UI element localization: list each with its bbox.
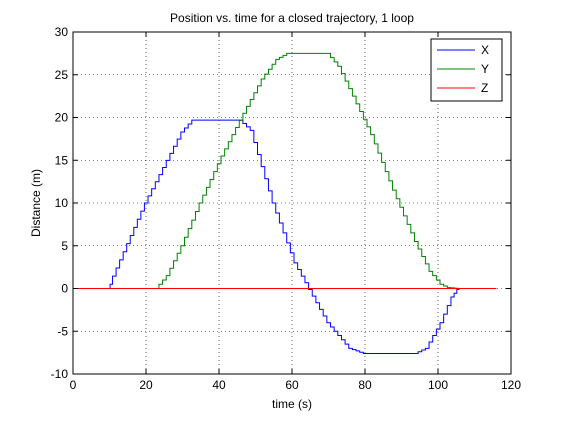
series-line-x [73, 119, 497, 354]
x-tick-label: 0 [70, 378, 77, 392]
legend-label-z: Z [481, 81, 488, 95]
axis-ticks: 0 20 40 60 80 100 120 -10 -5 0 5 10 15 20 25 30 [51, 25, 522, 392]
y-tick-label: 30 [55, 25, 69, 39]
y-tick-label: 0 [61, 282, 68, 296]
x-axis-label: time (s) [272, 397, 312, 411]
x-tick-label: 100 [428, 378, 448, 392]
legend-label-y: Y [481, 62, 489, 76]
y-tick-label: 15 [55, 153, 69, 167]
y-tick-label: -10 [51, 367, 69, 381]
x-tick-label: 120 [501, 378, 521, 392]
legend-box [430, 38, 503, 102]
legend-label-x: X [481, 43, 489, 57]
y-tick-label: -5 [57, 324, 68, 338]
y-axis-label: Distance (m) [29, 169, 43, 237]
x-tick-label: 20 [139, 378, 153, 392]
chart-title: Position vs. time for a closed trajector… [170, 11, 414, 25]
y-tick-label: 20 [55, 111, 69, 125]
y-tick-label: 5 [61, 239, 68, 253]
series-layer [73, 52, 497, 354]
y-tick-label: 25 [55, 68, 69, 82]
x-tick-label: 60 [285, 378, 299, 392]
x-tick-label: 40 [212, 378, 226, 392]
series-line-y [73, 52, 497, 289]
x-tick-label: 80 [358, 378, 372, 392]
y-tick-label: 10 [55, 196, 69, 210]
legend: XYZ [430, 38, 503, 102]
